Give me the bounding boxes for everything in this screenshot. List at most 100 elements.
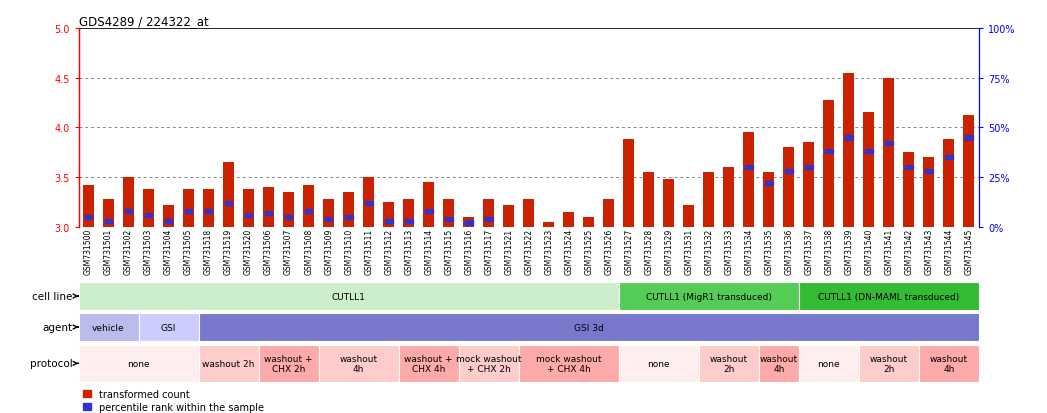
Text: GDS4289 / 224322_at: GDS4289 / 224322_at bbox=[79, 15, 208, 28]
Text: washout
4h: washout 4h bbox=[339, 354, 378, 373]
Bar bbox=[125, 209, 132, 214]
Bar bbox=[803, 143, 815, 227]
Text: washout
4h: washout 4h bbox=[760, 354, 798, 373]
Bar bbox=[763, 173, 775, 227]
Text: GSI 3d: GSI 3d bbox=[574, 323, 604, 332]
Bar bbox=[765, 181, 773, 186]
Bar bbox=[504, 205, 514, 227]
Bar bbox=[383, 202, 394, 227]
Bar bbox=[79, 345, 199, 382]
Bar bbox=[425, 209, 432, 214]
Bar bbox=[143, 190, 154, 227]
Bar bbox=[405, 219, 413, 223]
Bar bbox=[304, 185, 314, 227]
Bar bbox=[723, 168, 734, 227]
Text: washout
4h: washout 4h bbox=[930, 354, 968, 373]
Bar bbox=[344, 215, 353, 219]
Bar bbox=[865, 150, 873, 154]
Bar bbox=[905, 166, 913, 170]
Bar bbox=[184, 209, 193, 214]
Bar bbox=[445, 217, 452, 221]
Text: none: none bbox=[647, 359, 670, 368]
Bar bbox=[923, 158, 934, 227]
Bar bbox=[698, 345, 759, 382]
Bar bbox=[385, 219, 393, 223]
Bar bbox=[543, 222, 554, 227]
Text: washout
2h: washout 2h bbox=[870, 354, 908, 373]
Bar bbox=[664, 180, 674, 227]
Text: cell line: cell line bbox=[32, 291, 72, 301]
Bar bbox=[164, 219, 173, 223]
Bar bbox=[83, 185, 94, 227]
Bar bbox=[926, 169, 933, 174]
Bar bbox=[844, 74, 854, 227]
Bar bbox=[364, 201, 373, 206]
Bar bbox=[524, 199, 534, 227]
Bar bbox=[484, 199, 494, 227]
Bar bbox=[163, 205, 174, 227]
Bar bbox=[965, 136, 973, 140]
Bar bbox=[183, 190, 194, 227]
Text: CUTLL1 (MigR1 transduced): CUTLL1 (MigR1 transduced) bbox=[646, 292, 772, 301]
Bar bbox=[919, 345, 979, 382]
Text: mock washout
+ CHX 2h: mock washout + CHX 2h bbox=[455, 354, 521, 373]
Bar bbox=[343, 192, 354, 227]
Bar bbox=[243, 190, 254, 227]
Bar bbox=[403, 199, 415, 227]
Bar bbox=[963, 116, 975, 227]
Bar bbox=[205, 209, 213, 214]
Bar bbox=[465, 221, 472, 225]
Bar bbox=[318, 345, 399, 382]
Bar bbox=[759, 345, 799, 382]
Bar bbox=[799, 282, 979, 310]
Bar bbox=[325, 217, 333, 221]
Bar bbox=[459, 345, 518, 382]
Bar bbox=[283, 192, 294, 227]
Bar bbox=[305, 209, 312, 214]
Text: washout 2h: washout 2h bbox=[202, 359, 254, 368]
Bar bbox=[859, 345, 919, 382]
Text: washout +
CHX 4h: washout + CHX 4h bbox=[404, 354, 453, 373]
Bar bbox=[463, 217, 474, 227]
Text: washout
2h: washout 2h bbox=[710, 354, 748, 373]
Bar bbox=[79, 282, 619, 310]
Bar bbox=[704, 173, 714, 227]
Bar bbox=[805, 166, 812, 170]
Bar bbox=[884, 78, 894, 227]
Bar bbox=[643, 173, 654, 227]
Bar bbox=[684, 205, 694, 227]
Bar bbox=[583, 217, 595, 227]
Text: none: none bbox=[818, 359, 840, 368]
Bar bbox=[485, 217, 492, 221]
Bar bbox=[885, 142, 893, 146]
Text: vehicle: vehicle bbox=[92, 323, 125, 332]
Bar bbox=[199, 345, 259, 382]
Bar bbox=[845, 136, 852, 140]
Text: agent: agent bbox=[42, 322, 72, 332]
Bar bbox=[324, 199, 334, 227]
Bar bbox=[945, 156, 953, 160]
Bar bbox=[563, 212, 574, 227]
Bar bbox=[85, 215, 92, 219]
Bar bbox=[245, 213, 252, 218]
Text: protocol: protocol bbox=[29, 358, 72, 368]
Bar bbox=[743, 133, 754, 227]
Bar bbox=[259, 345, 318, 382]
Bar bbox=[144, 213, 153, 218]
Bar bbox=[138, 313, 199, 341]
Bar bbox=[619, 345, 698, 382]
Bar bbox=[423, 183, 435, 227]
Bar bbox=[518, 345, 619, 382]
Bar bbox=[619, 282, 799, 310]
Bar bbox=[263, 188, 274, 227]
Bar bbox=[105, 219, 112, 223]
Bar bbox=[783, 148, 795, 227]
Bar bbox=[399, 345, 459, 382]
Bar bbox=[785, 169, 793, 174]
Bar bbox=[103, 199, 114, 227]
Text: CUTLL1 (DN-MAML transduced): CUTLL1 (DN-MAML transduced) bbox=[819, 292, 959, 301]
Bar bbox=[203, 190, 214, 227]
Text: GSI: GSI bbox=[161, 323, 176, 332]
Text: CUTLL1: CUTLL1 bbox=[332, 292, 365, 301]
Bar bbox=[285, 215, 292, 219]
